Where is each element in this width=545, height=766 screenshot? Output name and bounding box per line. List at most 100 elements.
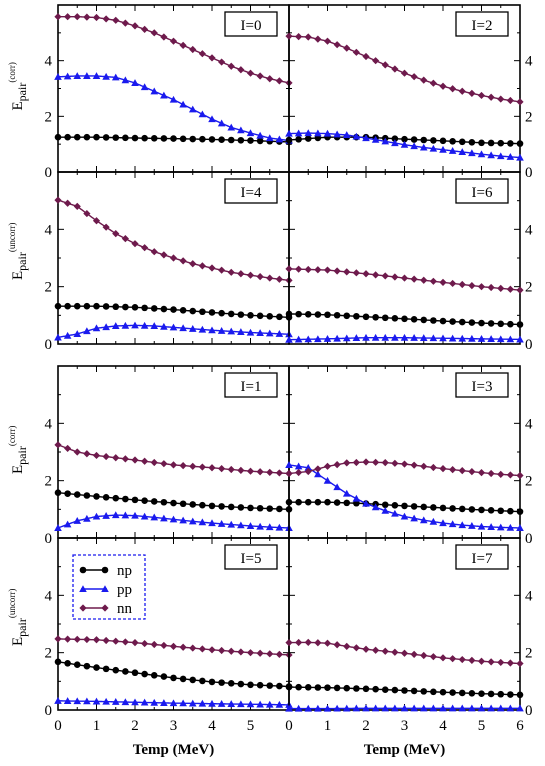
data-point-np <box>112 134 120 141</box>
data-point-pp <box>140 83 149 91</box>
data-point-pp <box>198 699 207 707</box>
data-point-np <box>439 137 447 145</box>
data-point-nn <box>73 202 81 210</box>
data-point-np <box>353 312 360 320</box>
data-point-pp <box>198 325 207 333</box>
x-tick-label: 4 <box>208 718 216 734</box>
data-point-pp <box>227 700 236 708</box>
data-point-np <box>141 304 148 312</box>
data-point-nn <box>121 19 129 27</box>
data-point-nn <box>227 647 235 655</box>
data-point-np <box>150 135 158 142</box>
data-point-pp <box>400 512 409 520</box>
y-label-sup: (corr) <box>7 62 17 82</box>
data-point-pp <box>150 322 159 329</box>
x-tick-label: 6 <box>516 718 524 734</box>
x-tick-label: 5 <box>478 718 486 734</box>
data-point-np <box>227 136 235 144</box>
data-point-pp <box>381 506 390 514</box>
data-point-nn <box>391 648 399 656</box>
data-point-np <box>304 498 312 506</box>
data-point-pp <box>131 79 139 86</box>
data-point-nn <box>218 266 226 274</box>
legend-marker <box>101 604 109 612</box>
series-pp <box>54 697 293 708</box>
data-point-nn <box>102 15 110 23</box>
x-tick-label: 3 <box>401 718 409 734</box>
panel-i-2: 0 2 4 I=2 <box>285 4 533 181</box>
data-point-np <box>362 313 370 321</box>
data-point-nn <box>458 87 466 95</box>
data-point-np <box>497 690 505 698</box>
data-point-pp <box>342 489 351 497</box>
data-point-pp <box>246 129 255 137</box>
data-point-pp <box>246 700 255 708</box>
panel-i-5: 0 2 4 I=5 0 1 2 3 4 5 Temp (MeV) <box>45 537 293 758</box>
panel-label-box <box>224 544 278 570</box>
data-point-pp <box>121 698 130 706</box>
legend: np pp nn <box>72 554 146 620</box>
data-point-nn <box>141 25 149 33</box>
data-point-np <box>247 137 254 144</box>
y-tick-label: 2 <box>525 474 533 490</box>
data-point-pp <box>304 335 313 343</box>
data-point-nn <box>275 275 283 283</box>
data-point-nn <box>141 639 149 648</box>
y-tick-label: 4 <box>45 416 53 432</box>
data-point-nn <box>64 635 72 643</box>
data-point-nn <box>323 639 332 647</box>
data-point-np <box>112 494 120 502</box>
data-point-pp <box>410 704 418 712</box>
data-point-np <box>478 506 485 514</box>
data-point-pp <box>179 516 187 524</box>
data-point-np <box>430 137 437 144</box>
data-point-nn <box>131 456 139 464</box>
panel-label: I=6 <box>472 185 493 201</box>
data-point-pp <box>265 329 274 337</box>
series-line-nn <box>57 444 290 475</box>
data-point-np <box>430 688 437 696</box>
data-point-np <box>391 314 399 322</box>
data-point-pp <box>73 72 82 80</box>
data-point-np <box>458 318 466 326</box>
data-point-np <box>391 686 399 694</box>
data-point-nn <box>237 466 245 474</box>
data-point-pp <box>237 700 245 708</box>
data-point-pp <box>198 518 207 526</box>
data-point-np <box>122 134 129 142</box>
data-point-np <box>150 305 158 312</box>
data-point-nn <box>391 459 399 467</box>
data-point-pp <box>294 335 303 343</box>
data-point-nn <box>323 462 332 470</box>
data-point-pp <box>314 335 322 343</box>
y-tick-label: 4 <box>525 416 533 432</box>
x-tick-label: 1 <box>93 718 101 734</box>
panel-i-6: 0 2 4 I=6 <box>285 171 533 353</box>
data-point-np <box>410 316 418 323</box>
data-point-np <box>295 498 302 506</box>
data-point-nn <box>400 649 409 657</box>
panel-i-4: 0 2 4 I=4 <box>45 171 293 353</box>
data-point-np <box>478 139 485 147</box>
data-point-nn <box>275 77 283 85</box>
data-point-np <box>93 302 100 310</box>
data-point-np <box>218 503 225 510</box>
data-point-nn <box>227 268 235 276</box>
data-point-np <box>218 309 225 317</box>
data-point-nn <box>208 264 216 272</box>
data-point-np <box>333 311 341 319</box>
y-tick-label: 0 <box>525 337 533 353</box>
series-np <box>54 489 293 513</box>
panel-label: I=4 <box>241 185 262 201</box>
data-point-np <box>189 501 197 508</box>
data-point-pp <box>294 462 303 470</box>
data-point-nn <box>275 650 283 658</box>
data-point-nn <box>256 72 264 80</box>
data-point-np <box>218 679 225 686</box>
data-point-pp <box>352 132 361 140</box>
data-point-nn <box>73 448 81 456</box>
data-point-np <box>468 319 476 326</box>
data-point-nn <box>246 69 255 77</box>
series-np <box>54 302 293 321</box>
data-point-np <box>285 136 293 144</box>
